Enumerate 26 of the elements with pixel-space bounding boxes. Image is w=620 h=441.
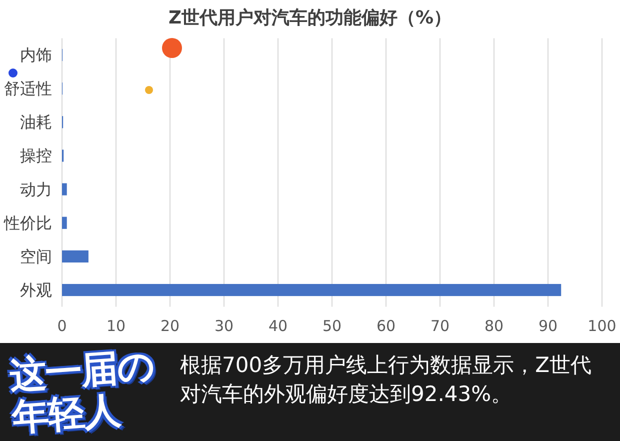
bar	[62, 216, 67, 229]
x-tick-label: 40	[268, 317, 288, 335]
x-tick-label: 0	[57, 317, 67, 335]
text: 根据700多万用户线上行为数据显示，Z世代对汽车的外观偏好度达到92.43%。	[180, 352, 592, 408]
y-tick-label: 内饰	[20, 45, 52, 64]
x-tick-label: 70	[430, 317, 450, 335]
bar	[62, 250, 88, 262]
text: 这一届の年轻人	[8, 344, 157, 439]
y-tick-label: 性价比	[3, 213, 52, 232]
y-tick-label: 舒适性	[4, 79, 52, 98]
chart-title: Z世代用户对汽车的功能偏好（%）	[168, 8, 452, 28]
y-tick-label: 外观	[20, 280, 52, 300]
bar	[62, 284, 562, 296]
x-tick-label: 30	[214, 317, 234, 335]
y-tick-label: 操控	[20, 146, 52, 166]
bar	[62, 183, 67, 196]
y-tick-label: 动力	[20, 180, 52, 199]
x-tick-label: 100	[588, 317, 616, 335]
x-tick-label: 80	[484, 317, 504, 335]
x-tick-label: 20	[160, 317, 180, 335]
x-tick-label: 90	[538, 317, 558, 335]
y-tick-label: 油耗	[20, 112, 52, 132]
y-tick-label: 空间	[20, 246, 52, 266]
x-tick-label: 60	[376, 317, 396, 335]
x-tick-label: 10	[106, 317, 126, 335]
x-tick-label: 50	[322, 317, 342, 335]
